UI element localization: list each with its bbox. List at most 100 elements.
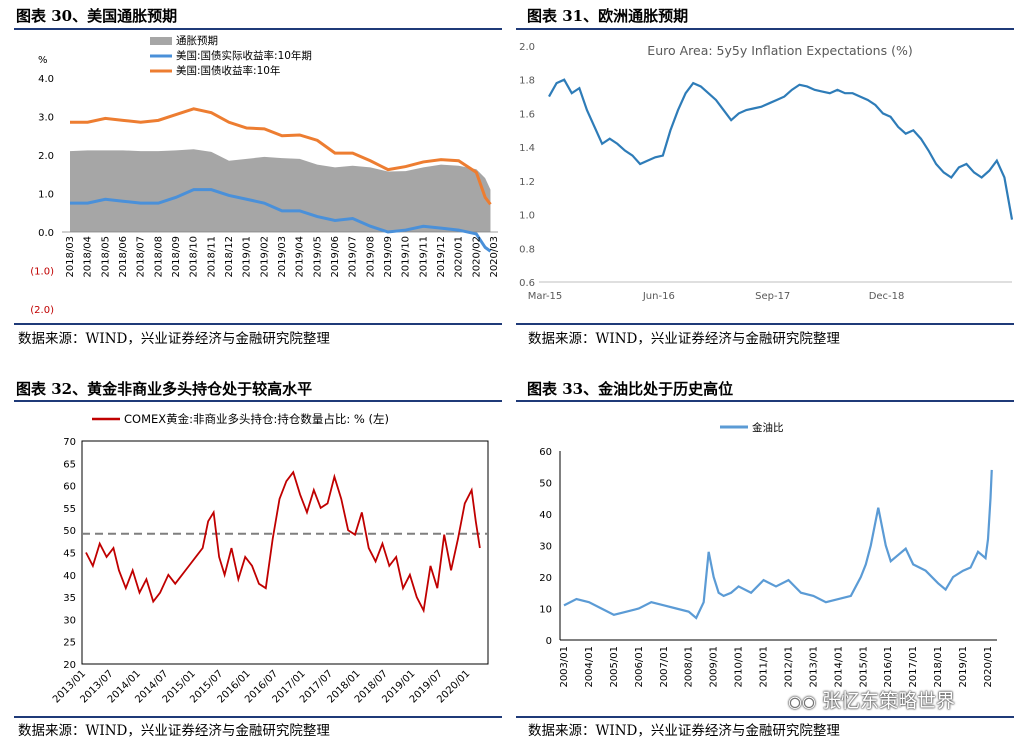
y-tick-label: (1.0) xyxy=(30,267,54,278)
line-comex-gold xyxy=(85,470,481,614)
y-tick-label: (2.0) xyxy=(30,305,54,316)
legend-label: 通胀预期 xyxy=(176,35,218,47)
x-tick-label: 2016/01 xyxy=(883,646,894,688)
x-tick-label: 2018/12 xyxy=(224,236,235,278)
x-tick-label: 2019/10 xyxy=(401,236,412,278)
y-tick-label: 1.0 xyxy=(519,211,535,222)
line-real-yield xyxy=(70,188,492,253)
gold-positions-chart: 20253035404550556065702013/012013/072014… xyxy=(51,412,489,705)
y-tick-label: 1.6 xyxy=(519,109,535,120)
x-tick-label: 2018/05 xyxy=(100,236,111,278)
x-tick-label: 2018/08 xyxy=(153,236,164,278)
plot-frame xyxy=(81,440,489,665)
line-euro-5y5y xyxy=(548,78,1014,220)
x-tick-label: 2019/06 xyxy=(330,236,341,278)
x-tick-label: 2003/01 xyxy=(559,646,570,688)
panel-title: 图表 33、金油比处于历史高位 xyxy=(527,380,734,398)
y-tick-label: 0.0 xyxy=(38,228,54,239)
x-tick-label: Sep-17 xyxy=(755,291,790,302)
watermark-text: 张忆东策略世界 xyxy=(821,690,955,712)
x-tick-label: 2018/06 xyxy=(118,236,129,278)
x-tick-label: 2019/07 xyxy=(348,236,359,278)
x-tick-label: Jun-16 xyxy=(642,291,675,302)
x-tick-label: 2020/02 xyxy=(471,236,482,278)
x-tick-label: 2019/02 xyxy=(259,236,270,278)
y-tick-label: 65 xyxy=(63,459,76,470)
x-tick-label: 2011/01 xyxy=(759,646,770,688)
title-rule xyxy=(516,400,1014,402)
x-tick-label: 2019/05 xyxy=(312,236,323,278)
x-tick-label: 2018/07 xyxy=(136,236,147,278)
wechat-icon: ◉◉ xyxy=(788,692,816,711)
title-rule xyxy=(14,28,502,30)
y-tick-label: 30 xyxy=(63,615,76,626)
x-tick-label: 2005/01 xyxy=(609,646,620,688)
x-tick-label: 2019/01 xyxy=(958,646,969,688)
gold-oil-ratio-chart: 0 10 20 30 40 50 60 2003/01 2004/01 2005/01 2006/0… xyxy=(539,421,997,688)
y-tick-label: 40 xyxy=(63,571,76,582)
line-gold-oil-ratio xyxy=(563,469,993,620)
x-tick-label: 2006/01 xyxy=(634,646,645,688)
y-tick-label: 20 xyxy=(539,573,552,584)
legend-label: 美国:国债实际收益率:10年期 xyxy=(176,49,312,62)
y-tick-label: 0.6 xyxy=(519,278,535,289)
y-tick-label: 1.2 xyxy=(519,177,535,188)
x-tick-label: 2007/01 xyxy=(659,646,670,688)
legend-label: 美国:国债收益率:10年 xyxy=(176,64,280,77)
y-tick-label: 30 xyxy=(539,542,552,553)
line-nominal-yield xyxy=(70,107,492,206)
y-tick-label: 0.8 xyxy=(519,244,535,255)
y-tick-label: 55 xyxy=(63,504,76,515)
y-tick-label: 1.0 xyxy=(38,190,54,201)
x-tick-label: 2018/10 xyxy=(189,236,200,278)
bottom-rule xyxy=(14,323,502,325)
y-tick-label: 50 xyxy=(63,526,76,537)
x-tick-label: 2015/01 xyxy=(858,646,869,688)
x-tick-label: 2018/01 xyxy=(933,646,944,688)
legend-swatch xyxy=(150,37,172,45)
y-tick-label: 1.8 xyxy=(519,76,535,87)
x-tick-label: 2019/04 xyxy=(295,236,306,278)
x-tick-label: 2020/03 xyxy=(489,236,500,278)
x-tick-label: Dec-18 xyxy=(869,291,905,302)
y-tick-label: 0 xyxy=(546,636,552,647)
x-tick-label: 2008/01 xyxy=(684,646,695,688)
data-source: 数据来源：WIND，兴业证券经济与金融研究院整理 xyxy=(528,331,840,347)
y-tick-label: 4.0 xyxy=(38,74,54,85)
y-tick-label: 50 xyxy=(539,479,552,490)
x-tick-label: 2018/09 xyxy=(171,236,182,278)
panel-title: 图表 31、欧洲通胀预期 xyxy=(527,7,689,25)
y-unit-label: % xyxy=(38,55,48,66)
bottom-rule xyxy=(14,716,502,718)
data-source: 数据来源：WIND，兴业证券经济与金融研究院整理 xyxy=(18,331,330,347)
x-tick-label: 2019/03 xyxy=(277,236,288,278)
us-inflation-chart: % (2.0) (1.0) 0.0 1.0 2.0 3.0 4.0 2018/03 2018/04… xyxy=(30,35,500,316)
x-tick-label: 2018/11 xyxy=(206,236,217,278)
y-tick-label: 1.4 xyxy=(519,143,535,154)
bottom-rule xyxy=(516,716,1014,718)
y-tick-label: 2.0 xyxy=(519,42,535,53)
chart-title: Euro Area: 5y5y Inflation Expectations (… xyxy=(647,43,912,58)
y-tick-label: 40 xyxy=(539,510,552,521)
x-tick-label: 2017/01 xyxy=(908,646,919,688)
legend-label: COMEX黄金:非商业多头持仓:持仓数量占比: % (左) xyxy=(124,412,389,426)
y-tick-label: 45 xyxy=(63,549,76,560)
x-tick-label: 2020/01 xyxy=(454,236,465,278)
legend-label: 金油比 xyxy=(752,421,784,434)
eu-inflation-chart: Euro Area: 5y5y Inflation Expectations (… xyxy=(519,42,1014,302)
x-tick-label: 2018/03 xyxy=(65,236,76,278)
y-tick-label: 60 xyxy=(539,447,552,458)
y-tick-label: 2.0 xyxy=(38,151,54,162)
title-rule xyxy=(516,28,1014,30)
x-tick-label: 2009/01 xyxy=(709,646,720,688)
x-tick-label: 2010/01 xyxy=(734,646,745,688)
x-tick-label: 2019/11 xyxy=(418,236,429,278)
y-tick-label: 20 xyxy=(63,660,76,671)
x-tick-label: 2019/01 xyxy=(242,236,253,278)
y-tick-label: 3.0 xyxy=(38,113,54,124)
area-inflation-expectation xyxy=(70,149,491,232)
panel-title: 图表 30、美国通胀预期 xyxy=(16,7,178,25)
x-tick-label: Mar-15 xyxy=(528,291,563,302)
x-tick-label: 2019/09 xyxy=(383,236,394,278)
x-tick-label: 2018/04 xyxy=(83,236,94,278)
